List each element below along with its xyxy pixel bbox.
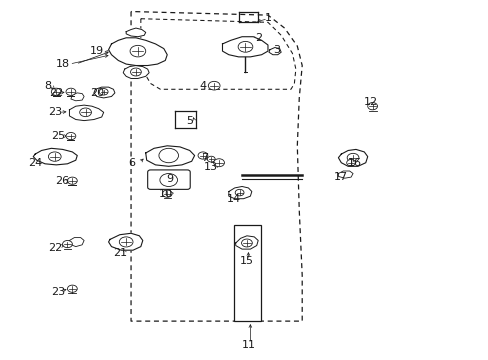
Text: 21: 21 — [113, 248, 126, 258]
Circle shape — [66, 132, 76, 140]
Circle shape — [67, 177, 77, 184]
Polygon shape — [94, 87, 115, 98]
Circle shape — [162, 190, 172, 197]
Polygon shape — [228, 186, 251, 199]
Text: 22: 22 — [49, 88, 63, 98]
Text: 16: 16 — [347, 158, 361, 168]
Text: 19: 19 — [90, 46, 103, 56]
Circle shape — [66, 88, 76, 95]
Circle shape — [160, 174, 177, 186]
Text: 8: 8 — [44, 81, 51, 91]
Text: 1: 1 — [264, 13, 271, 23]
Text: 14: 14 — [226, 194, 240, 204]
Polygon shape — [33, 148, 77, 165]
Text: 13: 13 — [204, 162, 218, 172]
Polygon shape — [222, 37, 267, 57]
Polygon shape — [108, 38, 167, 66]
Text: 25: 25 — [51, 131, 64, 141]
Circle shape — [207, 156, 215, 162]
Text: 11: 11 — [241, 340, 255, 350]
Polygon shape — [126, 28, 145, 37]
Bar — [233, 225, 260, 321]
Text: 6: 6 — [128, 158, 135, 168]
Circle shape — [367, 103, 377, 110]
Circle shape — [346, 159, 355, 166]
Text: 23: 23 — [51, 287, 64, 297]
Text: 12: 12 — [363, 96, 377, 107]
Circle shape — [346, 153, 358, 162]
Text: 3: 3 — [272, 45, 279, 55]
Circle shape — [130, 45, 145, 57]
Circle shape — [80, 108, 91, 117]
Circle shape — [51, 88, 61, 95]
Circle shape — [241, 239, 252, 247]
Text: 4: 4 — [199, 81, 206, 91]
Polygon shape — [69, 105, 103, 121]
Circle shape — [198, 152, 207, 159]
Circle shape — [67, 285, 77, 292]
Text: 22: 22 — [47, 243, 62, 253]
Text: 10: 10 — [159, 189, 173, 199]
Polygon shape — [338, 171, 352, 178]
Text: 17: 17 — [334, 172, 347, 182]
Text: 7: 7 — [201, 153, 207, 163]
Circle shape — [235, 189, 244, 196]
Polygon shape — [71, 93, 84, 101]
Text: 20: 20 — [90, 88, 103, 98]
Text: 18: 18 — [56, 59, 69, 69]
Text: 24: 24 — [28, 158, 42, 168]
Polygon shape — [123, 66, 149, 78]
Circle shape — [130, 68, 141, 76]
Circle shape — [238, 41, 252, 52]
Circle shape — [159, 148, 178, 163]
FancyBboxPatch shape — [147, 170, 190, 189]
Circle shape — [48, 152, 61, 161]
Text: 26: 26 — [56, 176, 69, 186]
Text: 9: 9 — [166, 174, 173, 184]
Polygon shape — [268, 48, 281, 55]
Text: 23: 23 — [48, 107, 61, 117]
Text: 2: 2 — [255, 33, 262, 43]
Polygon shape — [108, 233, 142, 250]
Circle shape — [99, 89, 108, 95]
Polygon shape — [235, 236, 258, 249]
Circle shape — [208, 81, 220, 90]
Circle shape — [119, 237, 133, 247]
Text: 5: 5 — [186, 116, 193, 126]
Polygon shape — [145, 146, 194, 166]
Polygon shape — [338, 149, 367, 166]
Circle shape — [213, 159, 224, 167]
Text: 15: 15 — [240, 256, 253, 266]
Polygon shape — [69, 238, 84, 247]
Circle shape — [62, 240, 72, 248]
